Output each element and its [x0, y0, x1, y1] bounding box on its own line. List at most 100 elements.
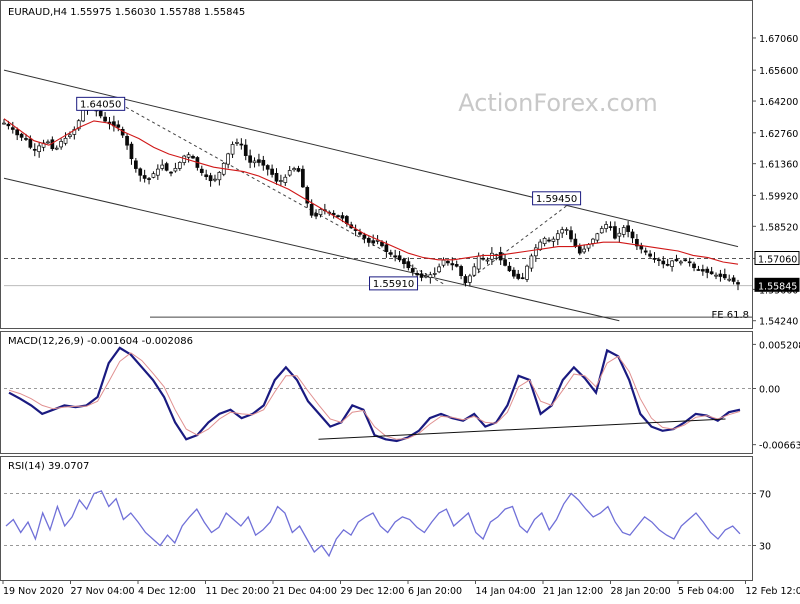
candle-body	[587, 245, 590, 249]
price-y-tick-label: 1.65600	[759, 66, 798, 77]
level-price-label: 1.57060	[758, 255, 797, 266]
candle-body	[583, 249, 586, 252]
watermark: ActionForex.com	[458, 89, 658, 117]
candle-body	[279, 181, 282, 182]
candle-body	[104, 117, 107, 121]
candle-body	[701, 269, 704, 271]
candle-body	[152, 174, 155, 178]
candle-body	[231, 144, 234, 154]
candle-body	[213, 179, 216, 180]
candle-body	[359, 233, 362, 235]
candle-body	[526, 266, 529, 279]
candle-body	[200, 169, 203, 172]
price-y-tick-label: 1.62760	[759, 129, 798, 140]
candle-body	[385, 245, 388, 252]
candle-body	[649, 254, 652, 256]
candle-body	[380, 242, 383, 246]
candle-body	[446, 261, 449, 263]
candle-body	[55, 148, 58, 149]
candle-body	[578, 247, 581, 254]
candle-body	[205, 175, 208, 177]
candle-body	[508, 266, 511, 271]
candle-body	[60, 141, 63, 147]
candle-body	[161, 165, 164, 168]
candle-body	[38, 146, 41, 152]
macd-trendline	[319, 419, 726, 439]
candle-body	[170, 172, 173, 173]
candle-body	[33, 149, 36, 150]
candle-body	[574, 239, 577, 246]
candle-body	[363, 235, 366, 238]
candle-body	[521, 278, 524, 279]
macd-header: MACD(12,26,9) -0.001604 -0.002086	[8, 336, 193, 347]
candle-body	[187, 155, 190, 158]
candle-body	[715, 275, 718, 276]
candle-body	[64, 138, 67, 143]
candle-body	[262, 160, 265, 165]
candle-body	[504, 260, 507, 266]
rsi-header: RSI(14) 39.0707	[8, 461, 89, 472]
current-price-label: 1.55845	[758, 281, 797, 292]
candle-body	[451, 264, 454, 265]
price-y-tick-label: 1.58520	[759, 222, 798, 233]
candle-body	[117, 125, 120, 127]
candle-body	[372, 241, 375, 243]
candle-body	[3, 123, 6, 124]
candle-body	[240, 144, 243, 145]
candle-body	[684, 260, 687, 261]
candle-body	[11, 128, 14, 130]
candle-body	[315, 213, 318, 216]
price-y-tick-label: 1.64200	[759, 97, 798, 108]
candle-body	[319, 209, 322, 214]
candle-body	[455, 264, 458, 266]
candle-body	[609, 227, 612, 228]
candle-body	[499, 252, 502, 260]
candle-body	[706, 269, 709, 272]
candle-body	[596, 234, 599, 240]
candle-body	[411, 268, 414, 271]
candle-body	[24, 138, 27, 139]
x-tick-label: 12 Feb 12:00	[746, 586, 800, 597]
x-tick-label: 19 Nov 2020	[3, 586, 64, 597]
x-tick-label: 21 Dec 04:00	[273, 586, 337, 597]
candle-body	[165, 164, 168, 171]
x-tick-label: 5 Feb 04:00	[678, 586, 734, 597]
candle-body	[627, 226, 630, 232]
macd-signal-line	[9, 353, 740, 439]
macd-plot	[4, 348, 752, 441]
axes: 1.670601.656001.642001.627601.613601.599…	[3, 34, 800, 597]
price-y-tick-label: 1.54240	[759, 317, 798, 328]
candle-body	[600, 229, 603, 233]
candle-body	[134, 161, 137, 169]
candle-body	[130, 144, 133, 159]
macd-y-tick-label: 0.005208	[759, 340, 800, 351]
candle-body	[253, 161, 256, 163]
candle-body	[442, 260, 445, 265]
candle-body	[728, 279, 731, 280]
candle-body	[622, 228, 625, 235]
candle-body	[460, 266, 463, 275]
candle-body	[517, 274, 520, 278]
candle-body	[556, 234, 559, 240]
candle-body	[341, 216, 344, 219]
candle-body	[477, 256, 480, 269]
candle-body	[82, 110, 85, 121]
candle-body	[249, 156, 252, 163]
candle-body	[548, 240, 551, 241]
candle-body	[266, 166, 269, 170]
candle-body	[552, 239, 555, 241]
x-tick-label: 6 Jan 20:00	[408, 586, 462, 597]
candle-body	[719, 274, 722, 276]
candle-body	[310, 204, 313, 215]
pivot-label: 1.59450	[536, 194, 577, 205]
candle-body	[143, 175, 146, 178]
rsi-y-tick-label: 70	[759, 490, 771, 501]
candle-body	[148, 179, 151, 180]
candle-body	[732, 278, 735, 282]
macd-y-tick-label: 0.00	[759, 384, 780, 395]
rsi-y-tick-label: 30	[759, 542, 771, 553]
candle-body	[543, 238, 546, 243]
candle-body	[693, 264, 696, 268]
candle-body	[29, 139, 32, 147]
